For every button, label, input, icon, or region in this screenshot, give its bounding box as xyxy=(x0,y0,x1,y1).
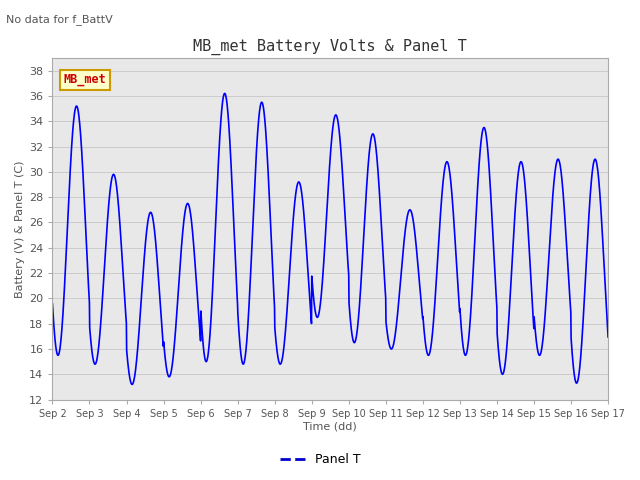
Title: MB_met Battery Volts & Panel T: MB_met Battery Volts & Panel T xyxy=(193,39,467,55)
X-axis label: Time (dd): Time (dd) xyxy=(303,421,357,432)
Legend: Panel T: Panel T xyxy=(275,448,365,471)
Text: MB_met: MB_met xyxy=(63,73,106,86)
Text: No data for f_BattV: No data for f_BattV xyxy=(6,14,113,25)
Y-axis label: Battery (V) & Panel T (C): Battery (V) & Panel T (C) xyxy=(15,160,25,298)
